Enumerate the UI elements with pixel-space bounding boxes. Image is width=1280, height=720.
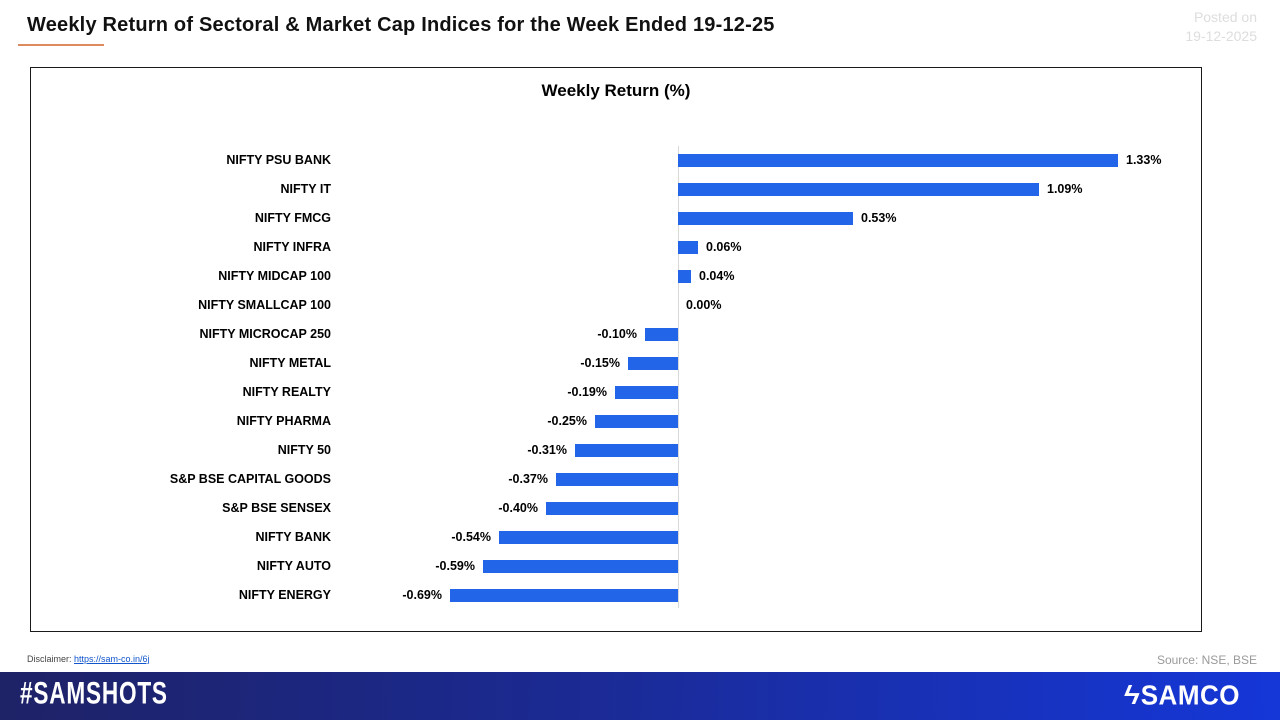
chart-title: Weekly Return (%) xyxy=(541,81,691,100)
category-label: NIFTY MICROCAP 250 xyxy=(199,327,331,341)
bar-area: -0.54% xyxy=(331,523,1201,552)
bar-area: 0.53% xyxy=(331,204,1201,233)
category-label: S&P BSE SENSEX xyxy=(222,501,331,515)
bar-area: -0.59% xyxy=(331,552,1201,581)
chart-row: NIFTY BANK -0.54% xyxy=(31,523,1201,552)
value-label: -0.54% xyxy=(451,530,491,544)
value-label: 0.06% xyxy=(706,240,742,254)
bar-negative xyxy=(615,386,678,399)
page-title: Weekly Return of Sectoral & Market Cap I… xyxy=(27,14,775,36)
category-label: NIFTY MIDCAP 100 xyxy=(218,269,331,283)
value-label: -0.19% xyxy=(567,385,607,399)
bar-negative xyxy=(546,502,678,515)
posted-on-date: 19-12-2025 xyxy=(1185,28,1257,44)
category-label: NIFTY 50 xyxy=(277,443,331,457)
chart-row: NIFTY METAL -0.15% xyxy=(31,349,1201,378)
bar-area: 0.00% xyxy=(331,291,1201,320)
chart-row: NIFTY IT 1.09% xyxy=(31,175,1201,204)
bar-area: 0.06% xyxy=(331,233,1201,262)
chart-row: S&P BSE CAPITAL GOODS -0.37% xyxy=(31,465,1201,494)
disclaimer-link[interactable]: https://sam-co.in/6j xyxy=(74,654,150,664)
category-label: NIFTY FMCG xyxy=(254,211,331,225)
bar-negative xyxy=(595,415,678,428)
bar-area: -0.15% xyxy=(331,349,1201,378)
chart-row: NIFTY INFRA 0.06% xyxy=(31,233,1201,262)
value-label: 0.04% xyxy=(699,269,735,283)
value-label: -0.69% xyxy=(402,588,442,602)
bar-negative xyxy=(628,357,678,370)
value-label: -0.40% xyxy=(498,501,538,515)
bar-area: -0.69% xyxy=(331,581,1201,610)
title-underline xyxy=(18,44,104,46)
disclaimer: Disclaimer: https://sam-co.in/6j xyxy=(27,654,150,664)
bar-area: -0.19% xyxy=(331,378,1201,407)
value-label: -0.37% xyxy=(508,472,548,486)
bar-area: 1.33% xyxy=(331,146,1201,175)
chart-row: NIFTY PSU BANK 1.33% xyxy=(31,146,1201,175)
bar-negative xyxy=(575,444,678,457)
category-label: NIFTY PSU BANK xyxy=(226,153,331,167)
posted-on: Posted on 19-12-2025 xyxy=(1185,8,1257,46)
chart-row: NIFTY MIDCAP 100 0.04% xyxy=(31,262,1201,291)
bar-area: -0.40% xyxy=(331,494,1201,523)
chart-row: S&P BSE SENSEX -0.40% xyxy=(31,494,1201,523)
bar-area: 0.04% xyxy=(331,262,1201,291)
chart-row: NIFTY ENERGY -0.69% xyxy=(31,581,1201,610)
chart-row: NIFTY 50 -0.31% xyxy=(31,436,1201,465)
samco-logo-text: SAMCO xyxy=(1140,679,1240,711)
chart-row: NIFTY FMCG 0.53% xyxy=(31,204,1201,233)
chart-row: NIFTY AUTO -0.59% xyxy=(31,552,1201,581)
value-label: 1.33% xyxy=(1126,153,1162,167)
category-label: NIFTY REALTY xyxy=(242,385,331,399)
category-label: NIFTY AUTO xyxy=(256,559,331,573)
posted-on-label: Posted on xyxy=(1193,9,1257,25)
chart-row: NIFTY SMALLCAP 100 0.00% xyxy=(31,291,1201,320)
bar-positive xyxy=(678,183,1039,196)
bar-area: 1.09% xyxy=(331,175,1201,204)
zero-axis-line xyxy=(678,146,679,608)
category-label: NIFTY SMALLCAP 100 xyxy=(198,298,331,312)
category-label: NIFTY ENERGY xyxy=(238,588,331,602)
weekly-return-chart: Weekly Return (%) NIFTY PSU BANK 1.33% NIF… xyxy=(30,67,1202,632)
bar-positive xyxy=(678,212,853,225)
chart-plot-area: NIFTY PSU BANK 1.33% NIFTY IT 1.09% NIFTY FM… xyxy=(31,146,1201,610)
bar-negative xyxy=(645,328,678,341)
value-label: 0.00% xyxy=(686,298,722,312)
value-label: -0.59% xyxy=(435,559,475,573)
value-label: -0.25% xyxy=(547,414,587,428)
category-label: S&P BSE CAPITAL GOODS xyxy=(169,472,331,486)
bar-area: -0.10% xyxy=(331,320,1201,349)
bar-area: -0.25% xyxy=(331,407,1201,436)
footer-band: #SAMSHOTS ϟ SAMCO xyxy=(0,672,1280,720)
samshots-hashtag: #SAMSHOTS xyxy=(20,676,168,712)
value-label: -0.31% xyxy=(527,443,567,457)
value-label: -0.15% xyxy=(580,356,620,370)
bar-area: -0.37% xyxy=(331,465,1201,494)
bar-positive xyxy=(678,154,1118,167)
bar-positive xyxy=(678,270,691,283)
category-label: NIFTY METAL xyxy=(249,356,331,370)
value-label: -0.10% xyxy=(597,327,637,341)
samco-logo-icon: ϟ xyxy=(1123,680,1140,710)
chart-row: NIFTY PHARMA -0.25% xyxy=(31,407,1201,436)
samco-logo: ϟ SAMCO xyxy=(1123,679,1240,711)
category-label: NIFTY INFRA xyxy=(253,240,331,254)
bar-negative xyxy=(556,473,678,486)
category-label: NIFTY BANK xyxy=(255,530,331,544)
bar-area: -0.31% xyxy=(331,436,1201,465)
bar-negative xyxy=(450,589,678,602)
source-note: Source: NSE, BSE xyxy=(1156,653,1257,667)
chart-row: NIFTY MICROCAP 250 -0.10% xyxy=(31,320,1201,349)
disclaimer-label: Disclaimer: xyxy=(27,654,72,664)
chart-row: NIFTY REALTY -0.19% xyxy=(31,378,1201,407)
bar-positive xyxy=(678,241,698,254)
category-label: NIFTY PHARMA xyxy=(236,414,331,428)
category-label: NIFTY IT xyxy=(280,182,331,196)
bar-negative xyxy=(499,531,678,544)
value-label: 1.09% xyxy=(1047,182,1083,196)
value-label: 0.53% xyxy=(861,211,897,225)
bar-negative xyxy=(483,560,678,573)
